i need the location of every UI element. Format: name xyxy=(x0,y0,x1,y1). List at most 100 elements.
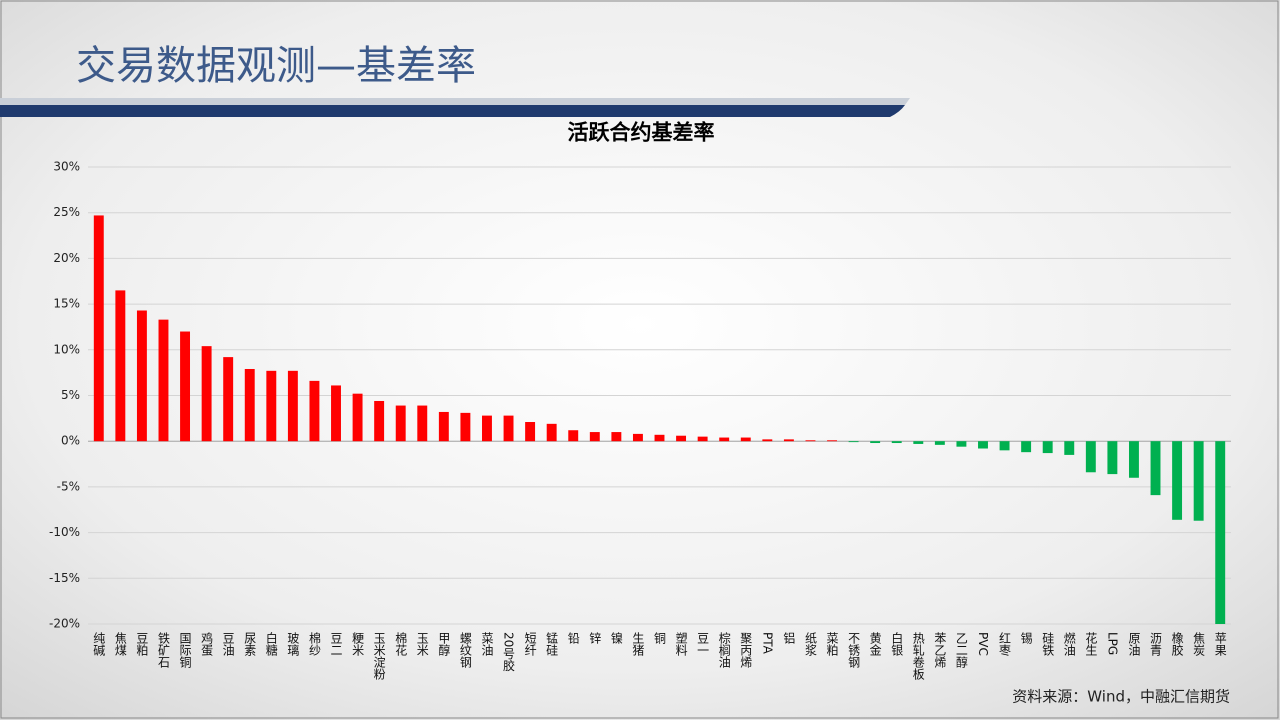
bar xyxy=(309,380,320,442)
bar xyxy=(589,432,600,442)
bar xyxy=(805,440,816,442)
bar xyxy=(1215,441,1226,624)
bar xyxy=(1107,441,1118,475)
bar xyxy=(201,346,212,442)
bar xyxy=(1172,441,1183,520)
x-tick-label: 锰硅 xyxy=(545,631,559,656)
plot: -20% -15% -10% -5% 0% 5% 10% 15% 20% 25% 30% 纯碱 焦煤 豆粕… xyxy=(49,160,1231,681)
y-tick-label: -5% xyxy=(57,479,80,493)
x-tick-label: 镍 xyxy=(609,632,623,644)
x-tick-label: 豆粕 xyxy=(135,632,149,656)
x-tick-label: 黄金 xyxy=(868,632,882,656)
bar xyxy=(287,370,298,442)
x-tick-label: 短纤 xyxy=(523,632,537,656)
x-tick-label: 不锈钢 xyxy=(847,632,861,668)
bar xyxy=(158,319,169,442)
x-tick-label: 燃油 xyxy=(1062,631,1076,656)
bar xyxy=(417,405,428,442)
bar xyxy=(331,385,341,442)
bar xyxy=(999,441,1010,451)
bar xyxy=(891,441,902,444)
x-tick-label: 玉米淀粉 xyxy=(372,632,386,680)
source-note: 资料来源：Wind，中融汇信期货 xyxy=(1012,688,1230,706)
bar xyxy=(740,437,751,442)
bar xyxy=(697,436,708,442)
bar xyxy=(632,433,643,442)
x-tick-label: 菜粕 xyxy=(825,632,839,656)
bar xyxy=(546,423,557,442)
bar xyxy=(870,441,881,444)
header-bar xyxy=(0,105,905,117)
y-tick-label: 0% xyxy=(61,434,80,448)
x-tick-label: 生猪 xyxy=(631,632,645,657)
x-tick-label: 花生 xyxy=(1084,631,1098,656)
x-tick-label: 焦煤 xyxy=(113,632,127,656)
bar xyxy=(654,434,665,442)
x-tick-label: 锡 xyxy=(1019,631,1033,645)
y-tick-label: 5% xyxy=(61,388,80,402)
x-tick-label: 螺纹钢 xyxy=(458,632,472,668)
x-tick-label: 纸浆 xyxy=(803,632,817,656)
bar xyxy=(568,430,579,442)
x-tick-label: PVC xyxy=(976,632,990,656)
bar xyxy=(244,368,255,442)
x-tick-label: 铅 xyxy=(566,632,580,644)
y-tick-label: -20% xyxy=(49,617,80,631)
x-tick-label: 沥青 xyxy=(1149,632,1163,657)
bar xyxy=(1193,441,1204,521)
bar xyxy=(180,331,191,442)
bar xyxy=(1128,441,1139,478)
x-tick-label: 国际铜 xyxy=(178,632,192,668)
y-tick-label: 10% xyxy=(53,342,80,356)
x-tick-label: LPG xyxy=(1105,632,1119,655)
x-tick-label: 玉米 xyxy=(415,632,429,656)
bar xyxy=(482,415,492,442)
bar xyxy=(762,439,773,442)
bar xyxy=(956,441,967,447)
bar xyxy=(978,441,988,449)
x-tick-label: 硅铁 xyxy=(1041,632,1055,656)
x-tick-label: 纯碱 xyxy=(92,632,106,657)
x-tick-label: 锌 xyxy=(588,632,602,644)
y-tick-label: 25% xyxy=(53,205,80,219)
x-tick-label: 甲醇 xyxy=(437,632,451,656)
x-tick-label: 原油 xyxy=(1127,632,1141,656)
x-tick-label: 铁矿石 xyxy=(156,632,170,668)
x-tick-label: 粳米 xyxy=(351,632,365,656)
bar xyxy=(503,415,514,442)
bar xyxy=(827,440,837,442)
bar xyxy=(1150,441,1161,496)
bar xyxy=(460,412,471,442)
y-tick-label: -15% xyxy=(49,571,80,585)
header-bar-light xyxy=(0,98,910,105)
x-tick-label: 塑料 xyxy=(674,631,688,656)
chart-title: 活跃合约基差率 xyxy=(568,120,715,145)
x-tick-label: 菜油 xyxy=(480,632,494,656)
x-tick-label: 铜 xyxy=(653,631,667,644)
x-tick-label: 白银 xyxy=(890,631,904,656)
x-tick-label: 棕榈油 xyxy=(717,631,731,668)
x-tick-label: 棉花 xyxy=(394,632,408,657)
bar xyxy=(934,441,945,445)
bar xyxy=(913,441,924,444)
x-tick-label: 红枣 xyxy=(998,631,1012,657)
x-tick-label: 铝 xyxy=(782,631,796,644)
x-tick-label: 橡胶 xyxy=(1170,632,1184,657)
x-tick-label: 玻璃 xyxy=(286,632,300,657)
y-tick-label: 15% xyxy=(53,297,80,311)
y-tick-label: -10% xyxy=(49,525,80,539)
x-tick-label: 焦炭 xyxy=(1192,632,1206,657)
x-tick-label: 白糖 xyxy=(264,631,278,657)
bar xyxy=(223,357,234,442)
x-tick-label: 热轧卷板 xyxy=(911,632,925,681)
bar xyxy=(1021,441,1032,453)
bar xyxy=(719,437,730,442)
x-tick-label: 棉纱 xyxy=(307,632,321,656)
bar xyxy=(1085,441,1096,473)
bar xyxy=(676,435,687,442)
bar xyxy=(352,393,363,442)
bar xyxy=(611,432,622,442)
bar xyxy=(266,370,277,442)
